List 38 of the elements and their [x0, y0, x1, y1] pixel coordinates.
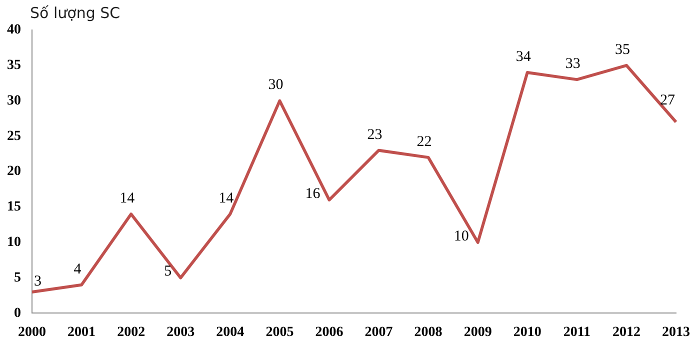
y-tick-label: 25 — [7, 128, 21, 144]
y-tick-label: 10 — [7, 235, 21, 250]
x-tick-label: 2002 — [117, 325, 146, 340]
x-tick-label: 2012 — [612, 325, 640, 340]
data-label: 14 — [120, 190, 136, 207]
data-label: 35 — [614, 42, 630, 58]
x-tick-label: 2008 — [414, 325, 442, 340]
x-tick-label: 2009 — [464, 325, 492, 340]
x-tick-label: 2007 — [364, 325, 393, 340]
data-label: 34 — [516, 48, 532, 65]
data-label: 33 — [565, 56, 580, 72]
x-tick-label: 2000 — [18, 325, 46, 340]
x-tick-label: 2013 — [662, 325, 690, 340]
x-tick-label: 2010 — [513, 325, 542, 340]
data-label: 4 — [74, 261, 82, 278]
data-label: 16 — [305, 186, 321, 202]
x-tick-label: 2003 — [166, 325, 195, 340]
y-tick-label: 0 — [14, 306, 21, 321]
x-tick-label: 2006 — [315, 325, 344, 340]
y-tick-label: 15 — [7, 200, 21, 215]
y-tick-label: 35 — [7, 58, 21, 74]
data-label: 5 — [164, 264, 172, 280]
x-tick-label: 2011 — [563, 325, 591, 340]
data-label: 14 — [218, 190, 234, 207]
data-label: 10 — [454, 228, 469, 244]
data-label: 23 — [367, 126, 382, 143]
y-tick-label: 5 — [14, 270, 21, 286]
data-label: 27 — [660, 92, 676, 108]
x-tick-label: 2001 — [68, 325, 96, 340]
y-axis-title: Số lượng SC — [30, 4, 120, 22]
y-tick-label: 20 — [7, 164, 21, 180]
x-tick-label: 2005 — [266, 325, 294, 340]
y-tick-label: 40 — [7, 22, 21, 38]
data-label: 3 — [34, 273, 42, 290]
y-tick-label: 30 — [7, 93, 21, 108]
data-label: 22 — [416, 134, 432, 150]
data-label: 30 — [268, 77, 284, 94]
x-tick-label: 2004 — [216, 325, 244, 340]
